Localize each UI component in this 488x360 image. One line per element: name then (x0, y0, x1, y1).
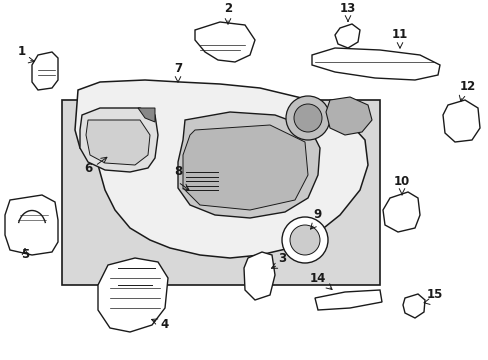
Text: 13: 13 (339, 2, 355, 15)
Bar (183, 165, 221, 195)
Polygon shape (80, 108, 158, 172)
Polygon shape (98, 258, 168, 332)
Polygon shape (32, 52, 58, 90)
Polygon shape (244, 252, 274, 300)
Text: 2: 2 (224, 2, 232, 15)
Circle shape (293, 104, 321, 132)
Text: 9: 9 (313, 208, 322, 221)
Text: 11: 11 (391, 28, 407, 41)
Text: 5: 5 (21, 248, 29, 261)
FancyBboxPatch shape (62, 100, 379, 285)
Polygon shape (334, 24, 359, 48)
Text: 7: 7 (174, 62, 182, 75)
Circle shape (289, 225, 319, 255)
Polygon shape (138, 108, 155, 122)
Text: 1: 1 (18, 45, 26, 58)
Polygon shape (311, 48, 439, 80)
Polygon shape (183, 125, 307, 210)
Polygon shape (5, 195, 58, 255)
Text: 6: 6 (84, 162, 92, 175)
Polygon shape (75, 80, 367, 258)
Circle shape (282, 217, 327, 263)
Circle shape (285, 96, 329, 140)
Polygon shape (402, 294, 424, 318)
Text: 3: 3 (277, 252, 285, 265)
Polygon shape (86, 120, 150, 165)
Polygon shape (178, 112, 319, 218)
Text: 4: 4 (161, 318, 169, 331)
Polygon shape (195, 22, 254, 62)
Polygon shape (325, 97, 371, 135)
Polygon shape (442, 100, 479, 142)
Text: 10: 10 (393, 175, 409, 188)
Polygon shape (314, 290, 381, 310)
Polygon shape (382, 192, 419, 232)
Text: 8: 8 (174, 165, 182, 178)
Text: 12: 12 (459, 80, 475, 93)
Text: 15: 15 (426, 288, 442, 301)
Text: 14: 14 (309, 272, 325, 285)
